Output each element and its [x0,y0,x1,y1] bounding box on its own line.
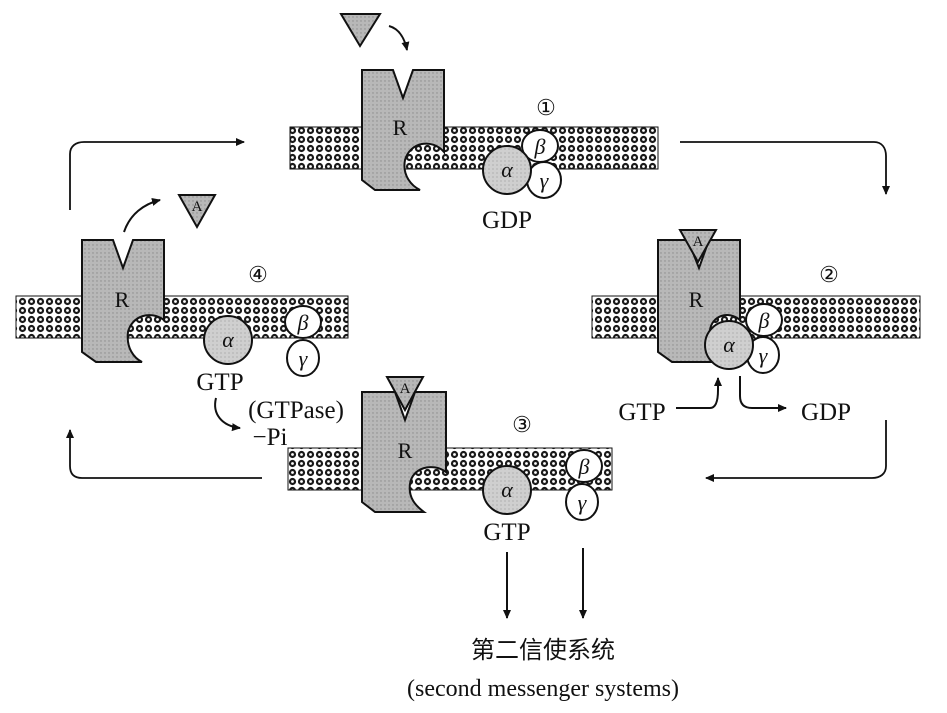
receptor-label: R [689,287,704,312]
gtp-label-3: GTP [483,519,530,546]
gtp-in-label: GTP [618,399,665,426]
phosphate-label: −Pi [253,424,288,451]
state-2: R A α β γ ② GTP GDP [591,229,921,426]
gamma-subunit-3 [565,483,599,521]
membrane-1 [289,126,659,170]
binding-arrow-1 [388,25,410,51]
alpha-label: α [723,332,735,357]
receptor-label: R [398,438,413,463]
alpha-label: α [501,477,513,502]
beta-subunit-4 [284,305,322,339]
agonist-label: A [400,381,411,397]
release-arrow-4 [123,198,161,233]
beta-subunit-3 [565,449,603,483]
gtpase-label: (GTPase) [248,397,344,424]
agonist-label: A [192,199,203,215]
gtp-label-4: GTP [196,369,243,396]
receptor-4 [81,239,165,363]
state-4: R A α β γ ④ GTP (GTPase) −Pi [15,194,349,451]
gdp-out-label: GDP [801,399,851,426]
step-marker-4: ④ [248,262,268,287]
gamma-label: γ [540,168,550,193]
agonist-triangle-2 [678,229,718,265]
receptor-label: R [393,115,408,140]
alpha-subunit-4 [203,315,253,365]
step-marker-1: ① [536,95,556,120]
gdp-label-1: GDP [482,207,532,234]
caption-chinese: 第二信使系统 [471,636,615,664]
state-3: R A α GTP β γ ③ [287,376,613,619]
receptor-label: R [115,287,130,312]
receptor-3 [361,391,447,513]
hydrolysis-arrow [214,397,241,432]
step-marker-2: ② [819,262,839,287]
cycle-arrow-4-to-1 [69,138,245,210]
cycle-arrow-2-to-3 [705,420,887,482]
cycle-arrow-1-to-2 [680,141,890,195]
beta-subunit-2 [745,303,783,337]
agonist-triangle-4 [177,194,217,230]
beta-label: β [758,308,770,333]
beta-label: β [578,454,590,479]
gamma-label: γ [759,343,769,368]
alpha-label: α [501,157,513,182]
state-1: R α β γ GDP ① [289,13,659,234]
receptor-1 [361,69,445,191]
cycle-arrow-3-to-4 [66,429,262,479]
caption-english: (second messenger systems) [407,676,679,702]
gamma-label: γ [578,490,588,515]
gdp-out-arrow [739,376,787,412]
beta-label: β [297,310,309,335]
alpha-label: α [222,327,234,352]
step-marker-3: ③ [512,412,532,437]
agonist-triangle-3 [385,376,425,413]
beta-label: β [534,134,546,159]
alpha-subunit-2 [704,320,754,370]
gamma-subunit-4 [286,339,320,377]
membrane-3 [287,447,613,491]
alpha-subunit-3 [482,465,532,515]
agonist-triangle-1 [339,13,382,48]
alpha-subunit-1 [482,145,532,195]
gamma-label: γ [299,346,309,371]
gtp-in-arrow [676,377,722,409]
agonist-label: A [693,234,704,250]
